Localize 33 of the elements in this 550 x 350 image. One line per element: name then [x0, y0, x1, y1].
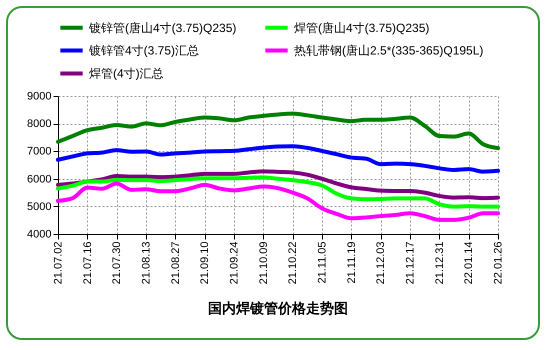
x-tick-label: 21.07.02 — [52, 242, 64, 284]
y-tick-label: 4000 — [27, 228, 52, 240]
x-tick-label: 21.10.22 — [287, 242, 300, 284]
legend-label: 焊管(4寸)汇总 — [89, 66, 164, 80]
x-tick-label: 21.11.05 — [316, 242, 328, 284]
x-tick-label: 22.01.26 — [492, 242, 504, 284]
x-tick-label: 21.11.19 — [346, 242, 358, 284]
y-tick-label: 6000 — [27, 173, 52, 186]
x-tick-label: 21.12.03 — [375, 242, 388, 284]
x-tick-label: 21.08.13 — [140, 242, 152, 284]
y-tick-label: 8000 — [27, 118, 52, 130]
legend-label: 焊管(唐山4寸(3.75)Q235) — [294, 20, 430, 35]
y-tick-label: 7000 — [27, 146, 52, 158]
x-tick-label: 21.12.17 — [404, 242, 416, 284]
x-tick-label: 22.01.14 — [463, 242, 476, 284]
y-tick-label: 5000 — [27, 200, 52, 213]
legend-label: 镀锌管4寸(3.75)汇总 — [88, 44, 200, 58]
line-series — [56, 169, 500, 200]
x-tick-label: 21.09.10 — [199, 242, 212, 284]
line-series — [56, 181, 500, 222]
line-series — [56, 175, 500, 209]
x-tick-label: 21.12.31 — [434, 242, 446, 284]
y-tick-label: 9000 — [27, 90, 52, 102]
text: 国内焊镀管价格走势图 — [208, 300, 348, 316]
line-series — [56, 112, 500, 150]
x-tick-label: 21.07.16 — [82, 242, 94, 284]
x-tick-label: 21.07.30 — [111, 242, 124, 284]
legend-label: 镀锌管(唐山4寸(3.75)Q235) — [88, 20, 236, 35]
x-tick-label: 21.08.27 — [170, 242, 182, 284]
x-tick-label: 21.10.09 — [258, 242, 270, 284]
legend-label: 热轧带钢(唐山2.5*(335-365)Q195L) — [294, 44, 484, 58]
x-tick-label: 21.09.24 — [228, 242, 240, 284]
line-series — [56, 144, 500, 174]
